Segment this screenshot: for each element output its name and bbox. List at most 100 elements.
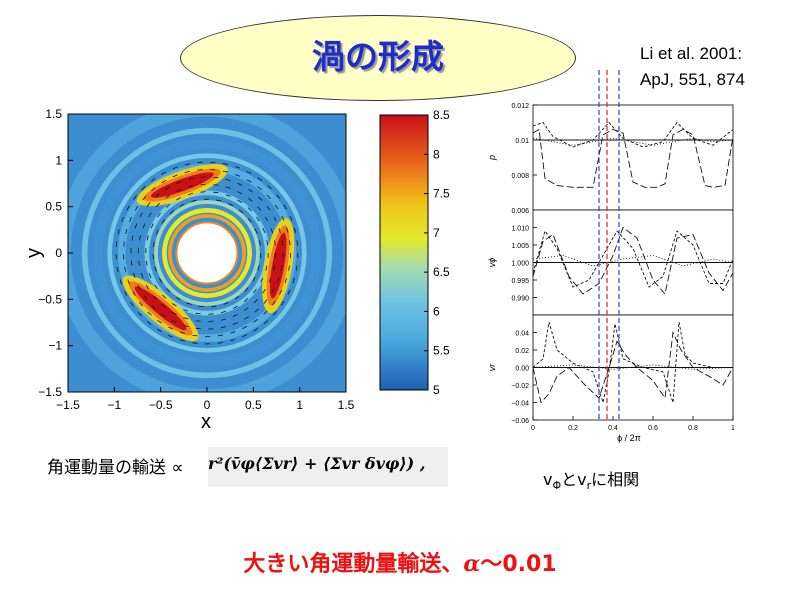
velocity-arrow [216,199,222,202]
panel-ytick-label: −0.06 [511,418,529,425]
panel-frame [532,104,734,211]
vortex [262,218,295,314]
y-tick-label: −0.5 [38,292,62,306]
transport-formula: r²(v̄φ⟨Σvr⟩ + ⟨Σvr δvφ⟩) , [208,454,426,473]
velocity-arrow [228,203,234,206]
velocity-arrow [140,272,144,278]
velocity-arrow [142,195,147,201]
velocity-arrow [130,302,134,307]
vortex-core [134,286,187,331]
velocity-arrow [253,327,259,332]
corr-part-v: v [543,470,553,489]
inner-edge [175,221,239,285]
velocity-arrow [175,296,181,300]
velocity-arrow [237,199,243,203]
velocity-arrow [154,284,158,290]
slide-title: 渦の形成 [312,37,444,76]
velocity-arrow [242,325,248,330]
velocity-arrow [161,179,167,184]
x-tick-label: 0.5 [245,398,262,412]
velocity-arrow [253,288,257,294]
velocity-arrow [244,316,249,320]
velocity-arrow [281,300,285,306]
velocity-arrow [146,321,152,325]
velocity-arrow [208,313,214,315]
velocity-arrow [157,319,162,324]
corr-part-to: とv [561,470,587,489]
x-tick-label: 0.8 [688,425,698,432]
velocity-arrow [273,216,277,222]
conclusion-value: ～0.01 [480,552,557,577]
velocity-arrow [176,189,182,192]
panel-ytick-label: 0.006 [511,208,529,215]
velocity-arrow [293,227,297,233]
velocity-arrow [169,210,175,215]
velocity-arrow [119,279,123,285]
velocity-arrow [230,338,236,342]
y-tick-label: −1.5 [38,385,62,399]
velocity-arrow [165,186,170,190]
velocity-arrow [165,203,171,208]
x-tick-label: 0 [204,398,211,412]
colorbar-tick-label: 7 [433,226,440,240]
velocity-arrow [276,277,280,283]
velocity-arrow [273,311,277,316]
velocity-arrow [222,170,228,173]
velocity-arrow [257,265,260,271]
velocity-arrow [161,304,166,309]
velocity-arrow [253,319,258,323]
y-tick-label: 1 [55,153,62,167]
series-line-short-dash [533,321,733,405]
vortex-core [269,232,287,299]
velocity-arrow [180,339,186,342]
velocity-arrow [257,186,262,191]
velocity-arrow [188,177,194,180]
velocity-arrow [127,279,131,285]
velocity-arrow [254,228,258,234]
velocity-arrow [260,277,264,283]
velocity-arrow [264,216,269,222]
velocity-arrow [237,183,243,186]
velocity-arrow [263,310,268,315]
panel-ytick-label: 0.02 [515,348,529,355]
series-line-long-dash [533,330,733,404]
density-ring [81,127,333,379]
velocity-arrow [183,317,189,320]
formula-background [208,447,448,487]
panel-ytick-label: 0.00 [515,366,529,373]
velocity-arrow [263,320,269,325]
velocity-arrow [246,171,252,174]
velocity-arrow [154,266,157,272]
velocity-arrow [257,206,262,211]
velocity-arrow [148,273,152,279]
velocity-arrows [115,161,299,345]
velocity-arrow [155,193,160,198]
x-tick-label: 1 [731,425,735,432]
density-ring [107,153,307,353]
velocity-arrow [139,301,143,307]
density-ring [168,214,246,292]
y-axis-label: y [23,248,45,258]
velocity-arrow [257,177,263,181]
velocity-arrow [132,291,136,296]
panel-ylabel: vϕ [487,258,497,268]
velocity-arrow [271,288,275,294]
panel-series-group [533,321,733,405]
velocity-arrow [152,295,157,300]
velocity-arrow [156,229,159,235]
density-ring [162,208,252,298]
velocity-arrow [166,288,171,293]
velocity-arrow [222,163,228,165]
momentum-transport-label: 角運動量の輸送 ∝ [47,458,184,478]
velocity-arrow [280,265,283,271]
velocity-arrow [186,302,192,305]
velocity-arrow [248,197,253,202]
velocity-arrow [165,194,170,199]
velocity-arrow [254,308,259,313]
velocity-arrow [131,235,134,241]
correlation-label: vΦとvrに相関 [543,466,639,492]
velocity-arrow [256,216,260,222]
velocity-arrow [289,240,291,246]
velocity-arrow [172,166,178,170]
velocity-arrow [171,320,177,323]
